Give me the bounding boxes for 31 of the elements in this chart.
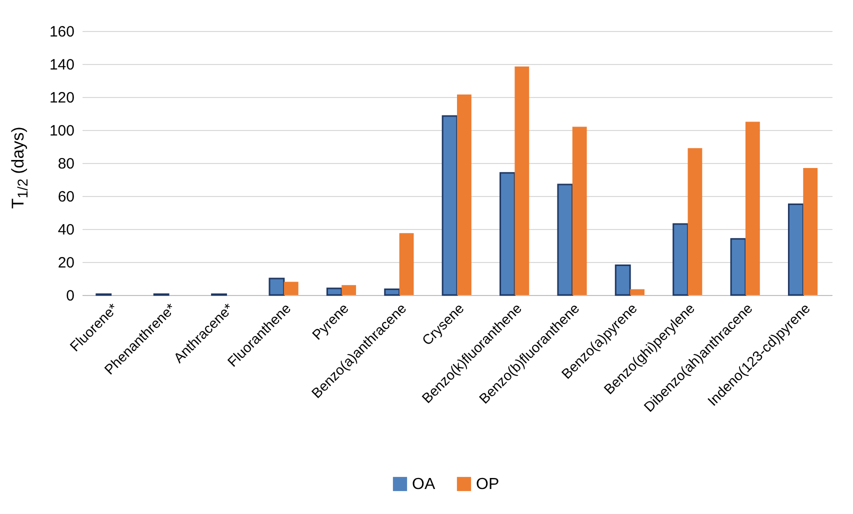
bar <box>688 148 702 295</box>
bar <box>268 278 285 296</box>
bar <box>557 184 574 296</box>
bar <box>788 204 804 296</box>
legend-label: OP <box>476 476 500 493</box>
bar <box>630 289 644 295</box>
y-tick-label: 60 <box>58 188 74 206</box>
y-tick-label: 120 <box>49 90 74 106</box>
y-tick-label: 0 <box>66 288 74 304</box>
bar <box>342 285 356 295</box>
bar <box>399 233 414 295</box>
bar <box>457 94 472 295</box>
bar <box>672 223 689 296</box>
y-tick-label: 140 <box>49 56 74 74</box>
bar <box>614 264 631 296</box>
bar <box>514 66 530 295</box>
legend-label: OA <box>412 476 436 493</box>
bar <box>284 282 298 295</box>
y-tick-label: 80 <box>58 156 74 172</box>
bar <box>745 122 760 295</box>
bar <box>803 168 818 295</box>
y-tick-label: 160 <box>49 24 74 40</box>
bar <box>500 172 516 296</box>
bar <box>730 238 746 296</box>
y-tick-label: 20 <box>58 254 74 272</box>
bar <box>442 115 458 296</box>
y-tick-label: 40 <box>58 222 74 238</box>
y-tick-label: 100 <box>49 122 74 140</box>
bar <box>572 126 587 295</box>
bar <box>384 288 400 296</box>
bar <box>326 288 342 296</box>
